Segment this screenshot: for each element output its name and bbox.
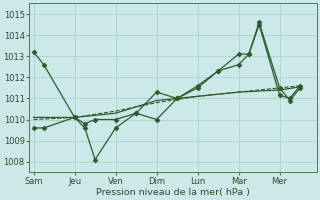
X-axis label: Pression niveau de la mer( hPa ): Pression niveau de la mer( hPa ) [96,188,250,197]
